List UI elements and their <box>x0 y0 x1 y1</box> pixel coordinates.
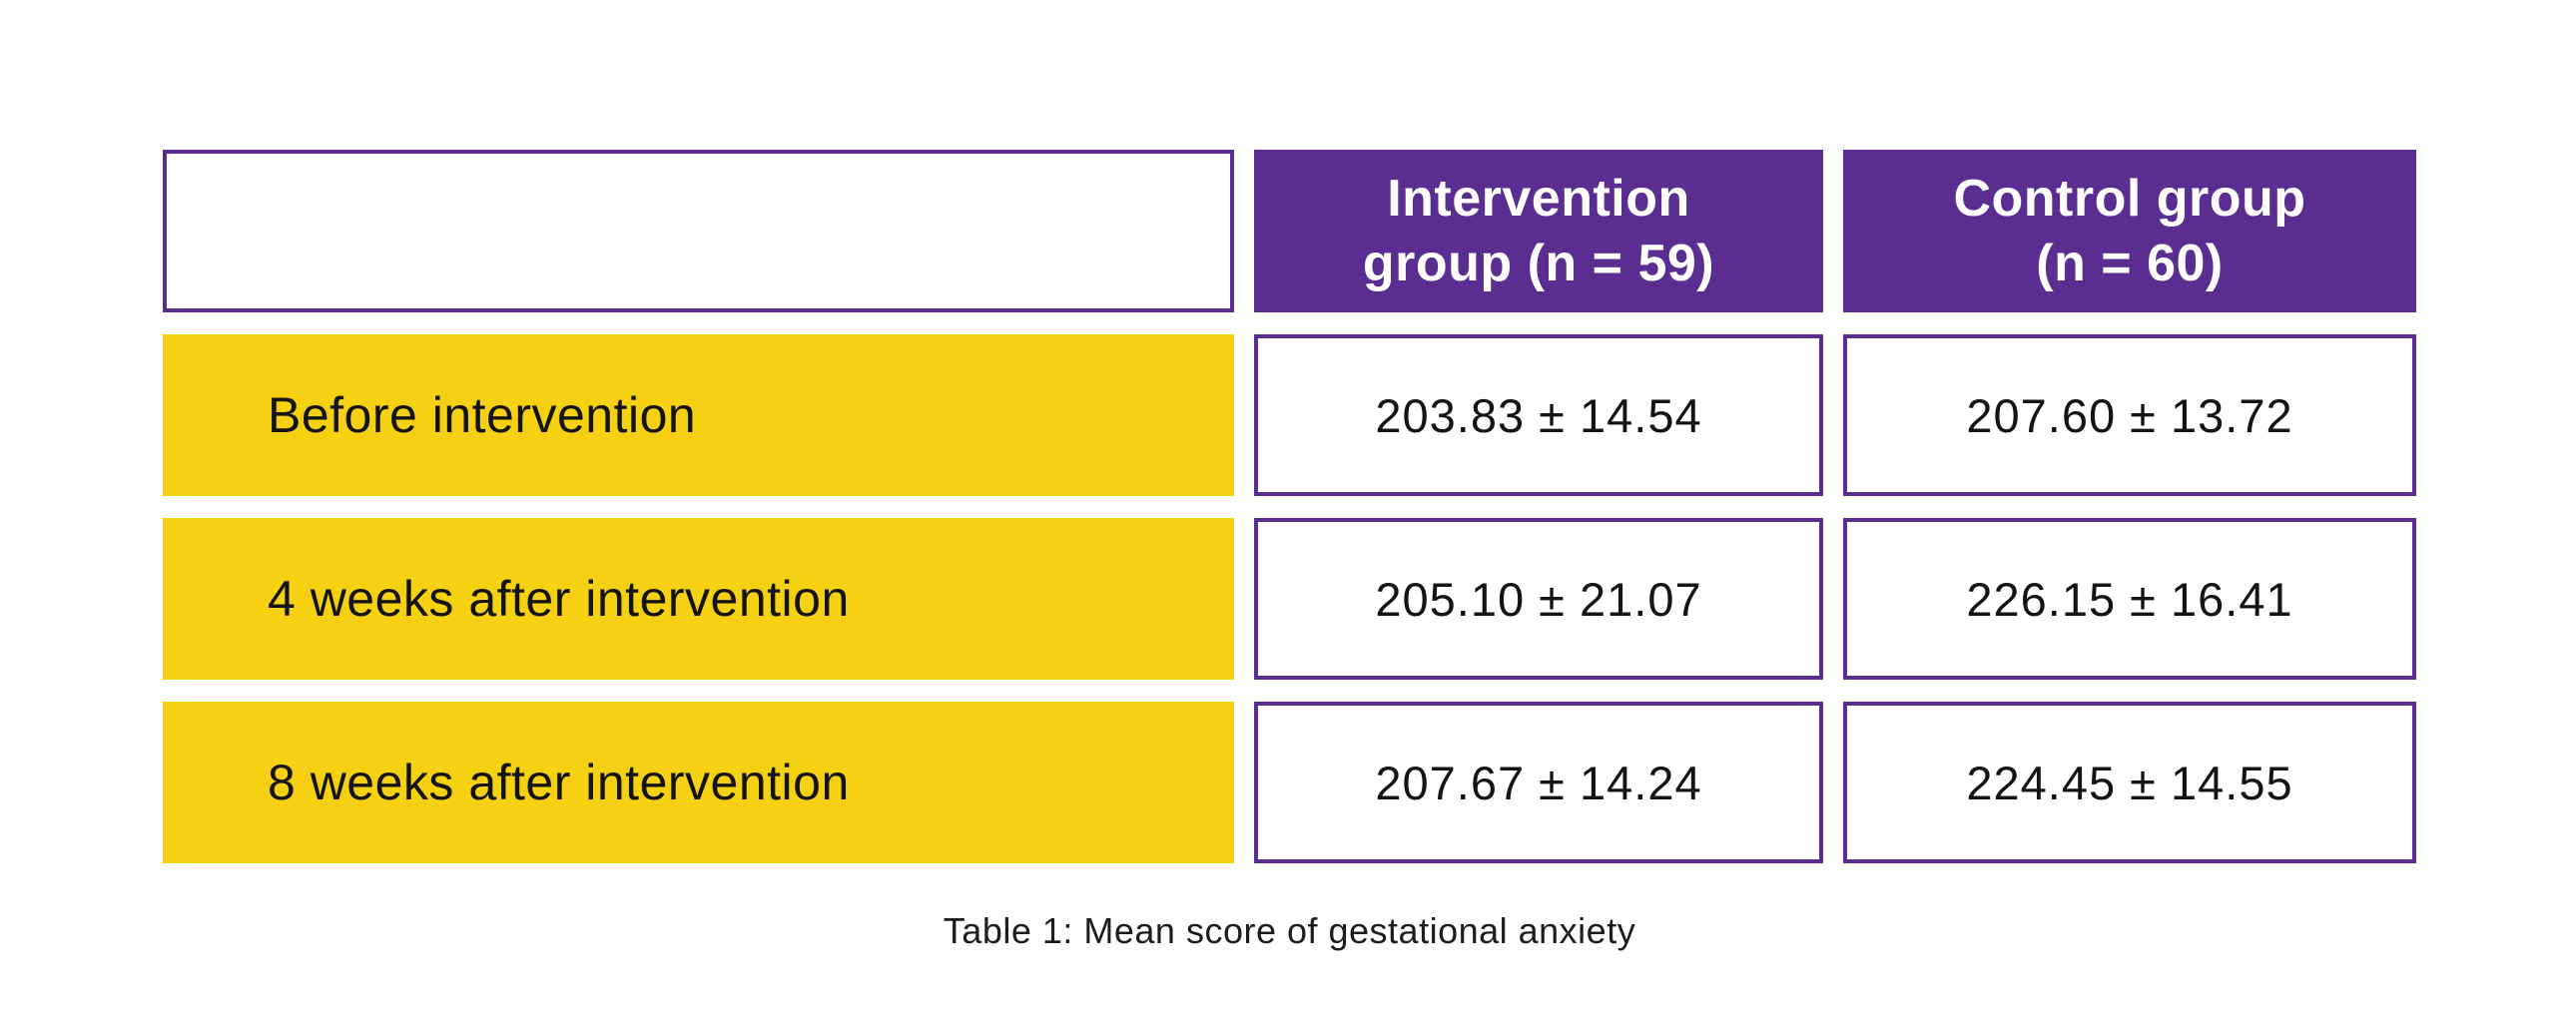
value-cell-intervention-before: 203.83 ± 14.54 <box>1254 334 1823 496</box>
row-label-before-intervention: Before intervention <box>163 334 1234 496</box>
value-text: 205.10 ± 21.07 <box>1375 572 1702 626</box>
value-text: 224.45 ± 14.55 <box>1966 756 2293 809</box>
gestational-anxiety-table: Intervention group (n = 59) Control grou… <box>163 150 2416 863</box>
table-caption: Table 1: Mean score of gestational anxie… <box>943 910 1636 951</box>
row-label-text: 8 weeks after intervention <box>268 755 850 810</box>
table-corner-cell <box>163 150 1234 312</box>
column-header-line: Control group <box>1953 169 2306 228</box>
value-text: 226.15 ± 16.41 <box>1966 572 2293 626</box>
value-cell-intervention-4-weeks: 205.10 ± 21.07 <box>1254 518 1823 680</box>
row-label-4-weeks-after: 4 weeks after intervention <box>163 518 1234 680</box>
row-label-text: 4 weeks after intervention <box>268 571 850 627</box>
column-header-line: (n = 60) <box>2036 234 2224 292</box>
column-header-intervention-group: Intervention group (n = 59) <box>1254 150 1823 312</box>
value-cell-control-before: 207.60 ± 13.72 <box>1843 334 2416 496</box>
value-cell-control-4-weeks: 226.15 ± 16.41 <box>1843 518 2416 680</box>
value-text: 207.67 ± 14.24 <box>1375 756 1702 809</box>
column-header-line: Intervention <box>1387 169 1690 228</box>
value-cell-control-8-weeks: 224.45 ± 14.55 <box>1843 702 2416 863</box>
value-text: 203.83 ± 14.54 <box>1375 388 1702 442</box>
column-header-control-group: Control group (n = 60) <box>1843 150 2416 312</box>
row-label-text: Before intervention <box>268 387 697 443</box>
column-header-line: group (n = 59) <box>1362 234 1715 292</box>
row-label-8-weeks-after: 8 weeks after intervention <box>163 702 1234 863</box>
value-cell-intervention-8-weeks: 207.67 ± 14.24 <box>1254 702 1823 863</box>
value-text: 207.60 ± 13.72 <box>1966 388 2293 442</box>
